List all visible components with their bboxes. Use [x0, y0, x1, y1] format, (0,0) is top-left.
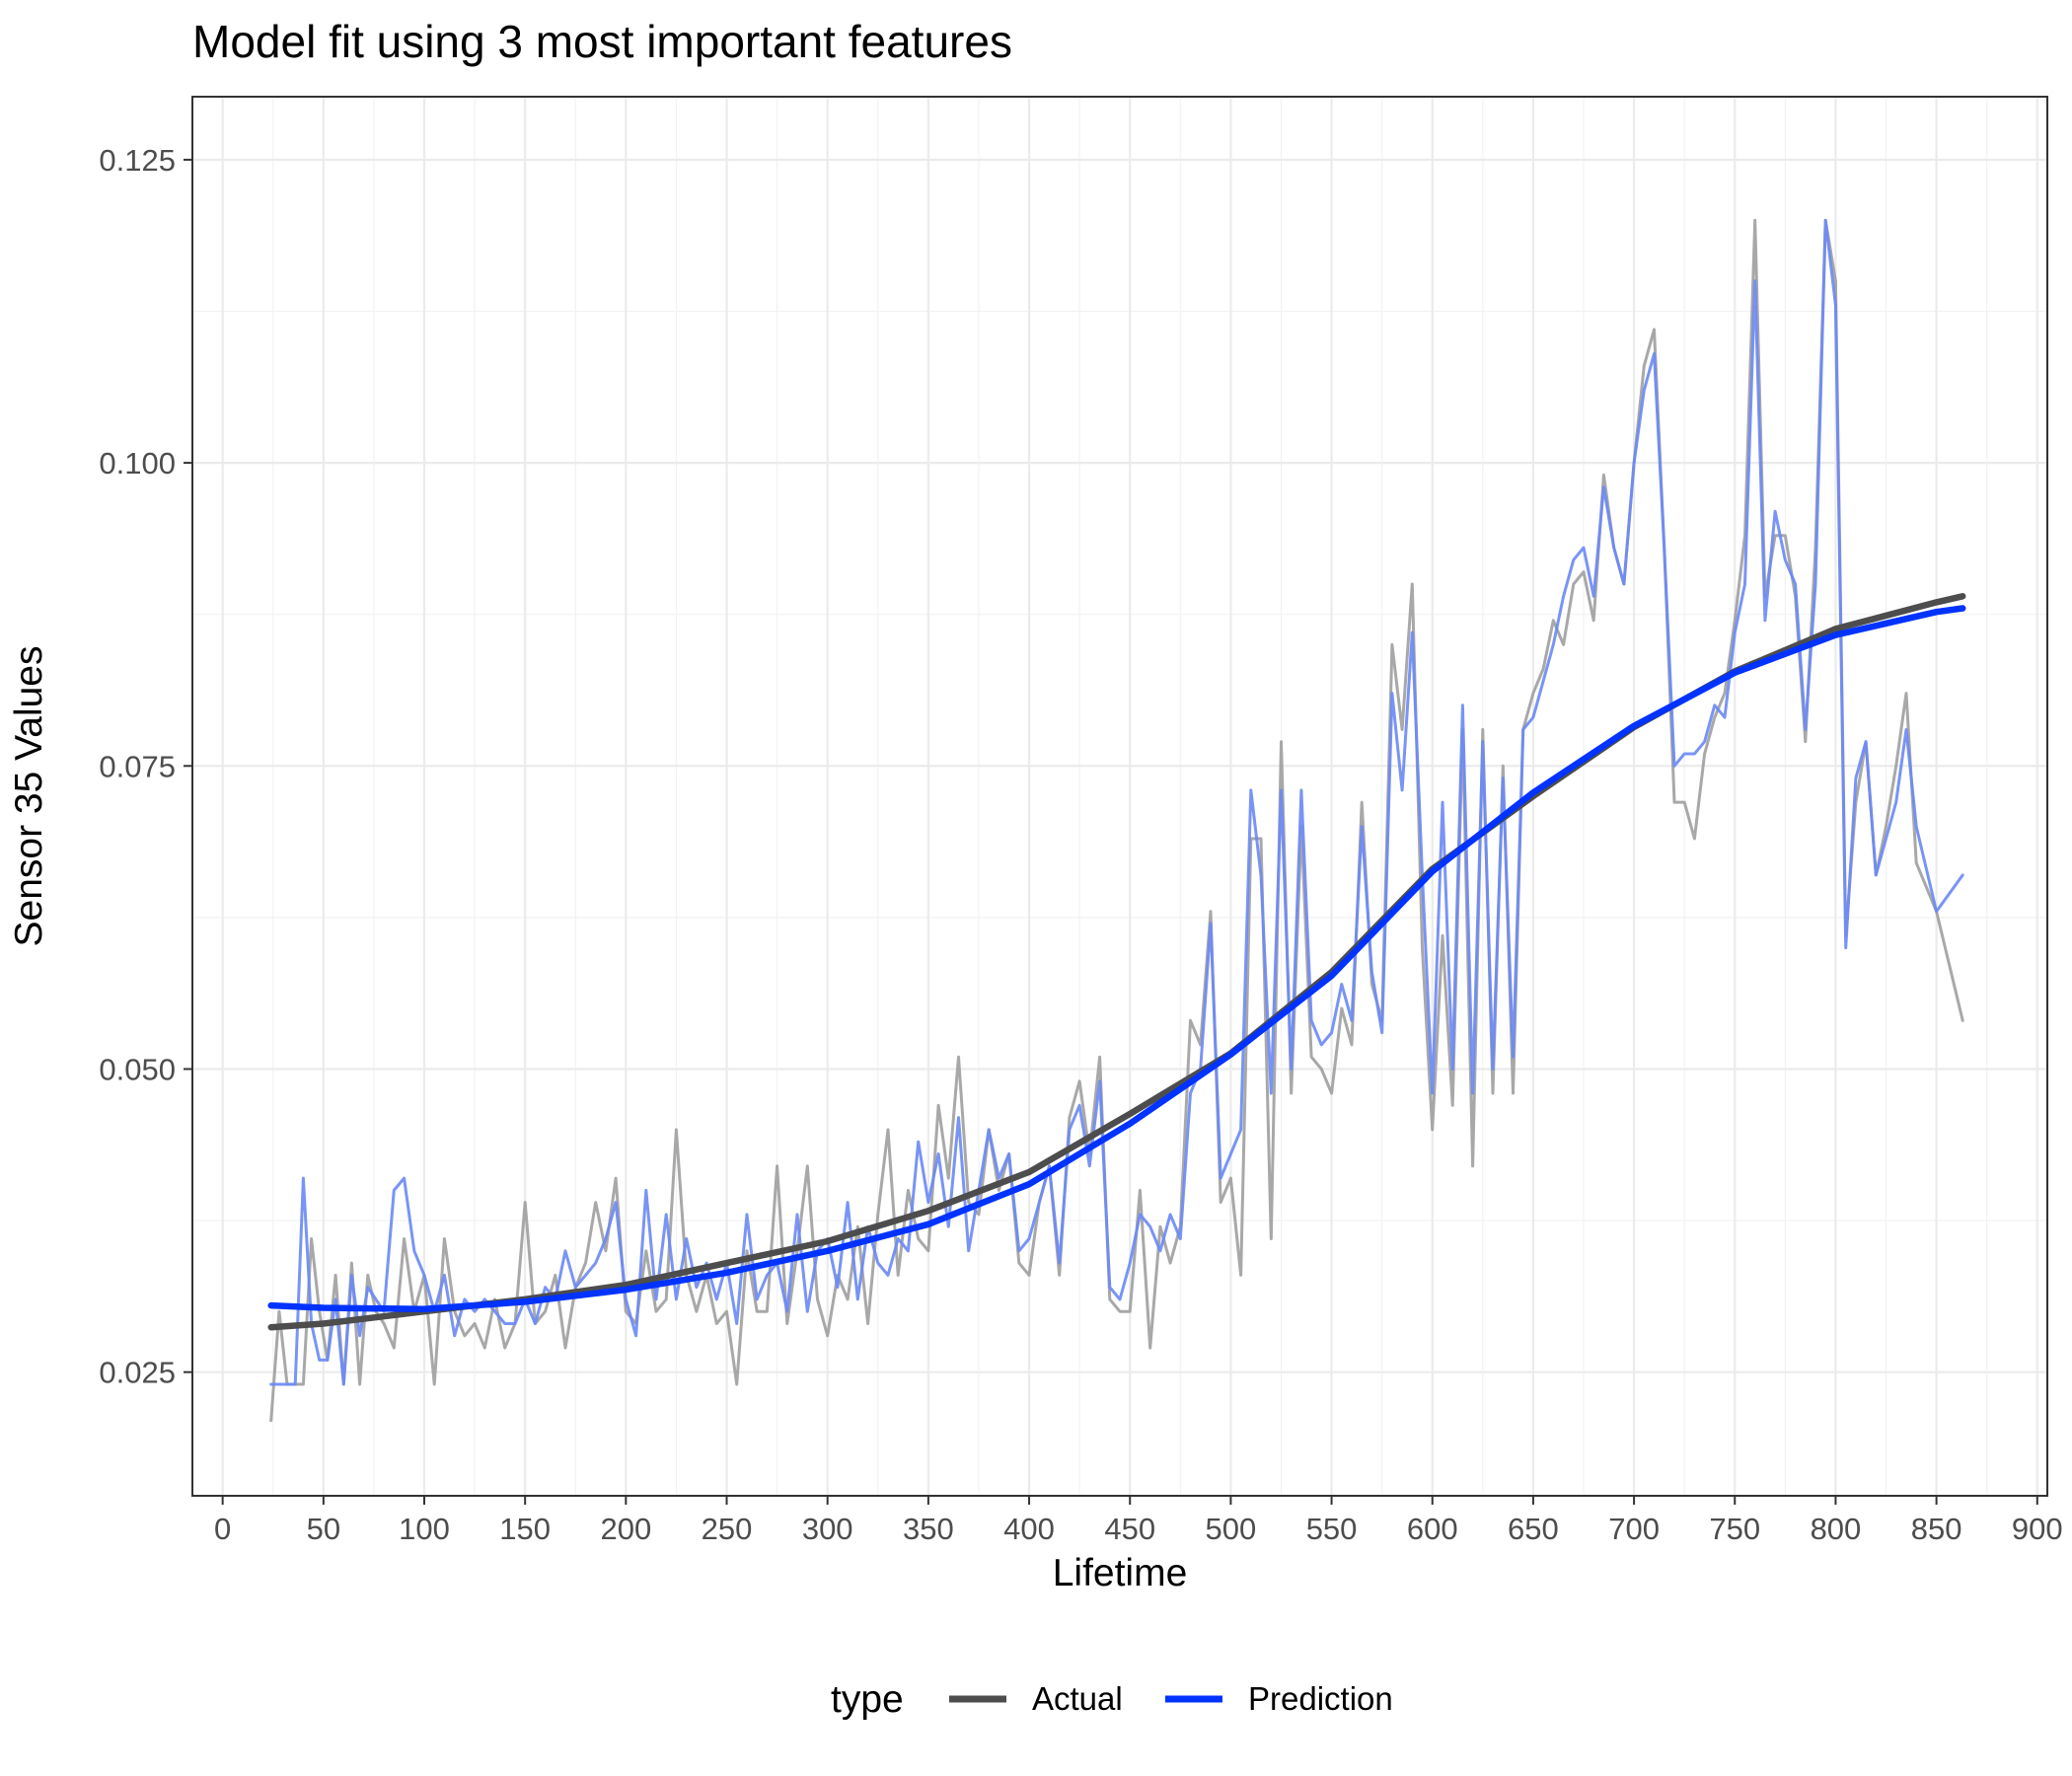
legend-title: type [831, 1678, 904, 1721]
x-tick-label: 750 [1709, 1512, 1760, 1546]
y-tick-label: 0.050 [99, 1052, 176, 1086]
x-tick-label: 0 [214, 1512, 231, 1546]
plot-background [192, 97, 2047, 1496]
y-axis: 0.025 0.050 0.075 0.100 0.125 [99, 143, 192, 1390]
plot-border [191, 96, 2048, 1497]
chart-title: Model fit using 3 most important feature… [192, 16, 1012, 67]
legend: type Actual Prediction [831, 1678, 1393, 1721]
x-tick-label: 600 [1407, 1512, 1458, 1546]
x-tick-label: 300 [802, 1512, 853, 1546]
x-axis-label: Lifetime [1053, 1552, 1188, 1594]
x-tick-label: 900 [2012, 1512, 2063, 1546]
x-tick-label: 100 [399, 1512, 450, 1546]
y-tick-label: 0.075 [99, 749, 176, 783]
x-tick-label: 400 [1003, 1512, 1055, 1546]
y-tick-label: 0.025 [99, 1356, 176, 1390]
grid-minor [192, 97, 2047, 1496]
x-tick-label: 350 [903, 1512, 954, 1546]
smooth-series [267, 593, 1966, 1331]
x-axis: 0 50 100 150 200 250 300 350 400 450 500 550 600 650 7… [214, 1496, 2063, 1546]
y-axis-label: Sensor 35 Values [8, 646, 50, 947]
y-tick-label: 0.125 [99, 143, 176, 178]
y-tick-label: 0.100 [99, 446, 176, 481]
x-tick-label: 200 [600, 1512, 651, 1546]
x-tick-label: 650 [1508, 1512, 1559, 1546]
x-tick-label: 50 [307, 1512, 340, 1546]
x-tick-label: 500 [1206, 1512, 1257, 1546]
x-tick-label: 450 [1104, 1512, 1155, 1546]
legend-label-actual: Actual [1032, 1680, 1123, 1717]
grid-major [192, 97, 2047, 1496]
x-tick-label: 850 [1911, 1512, 1962, 1546]
x-tick-label: 550 [1306, 1512, 1358, 1546]
x-tick-label: 250 [702, 1512, 753, 1546]
x-tick-label: 700 [1608, 1512, 1660, 1546]
x-tick-label: 800 [1811, 1512, 1862, 1546]
series-line-smooth-prediction [267, 605, 1966, 1313]
legend-label-prediction: Prediction [1248, 1680, 1393, 1717]
x-tick-label: 150 [499, 1512, 551, 1546]
